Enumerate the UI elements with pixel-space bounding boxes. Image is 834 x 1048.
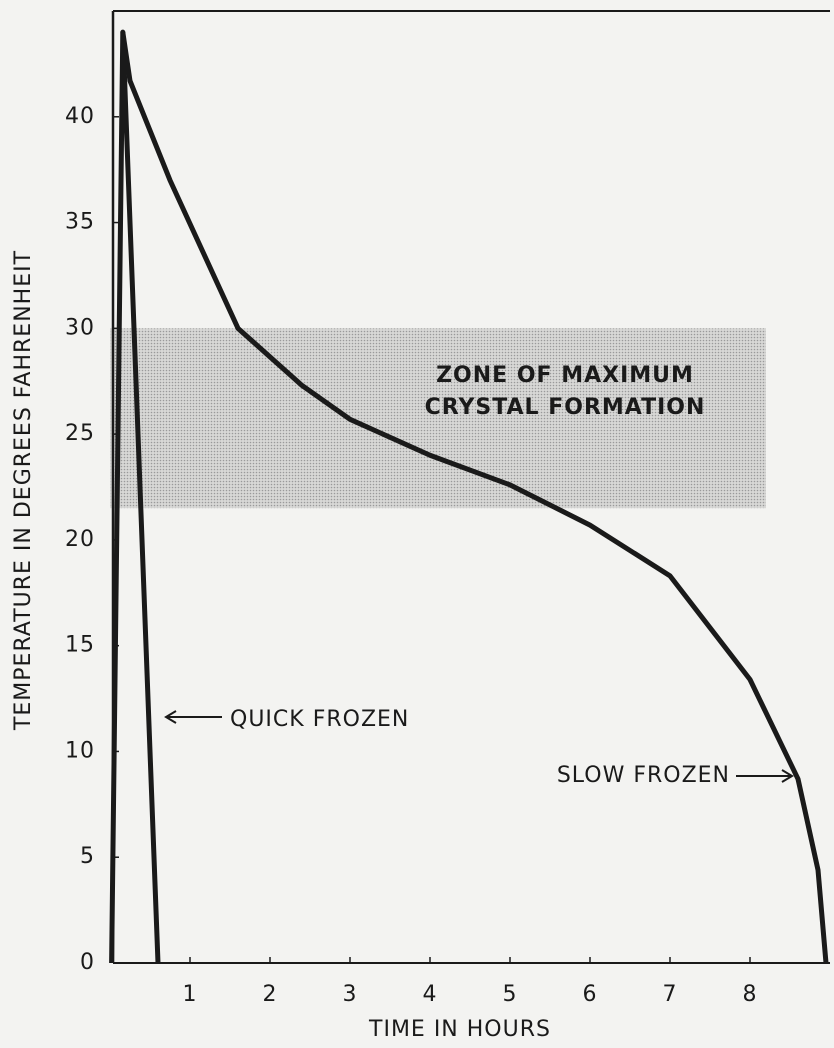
y-tick-label: 0 [80, 950, 95, 975]
zone-label: CRYSTAL FORMATION [425, 395, 706, 420]
x-tick-label: 6 [583, 982, 598, 1007]
y-tick-label: 35 [65, 210, 95, 235]
x-tick-label: 2 [263, 982, 278, 1007]
x-tick-label: 8 [743, 982, 758, 1007]
y-tick-label: 20 [65, 527, 95, 552]
x-tick-label: 5 [503, 982, 518, 1007]
y-tick-label: 40 [65, 104, 95, 129]
series-line [120, 31, 829, 964]
series-label: QUICK FROZEN [230, 707, 409, 732]
y-tick-label: 25 [65, 421, 95, 446]
y-tick-label: 30 [65, 315, 95, 340]
y-axis-label: TEMPERATURE IN DEGREES FAHRENHEIT [11, 250, 36, 731]
zone-label: ZONE OF MAXIMUM [436, 363, 694, 388]
arrow [736, 769, 794, 783]
x-tick-label: 4 [423, 982, 438, 1007]
arrow [164, 710, 222, 724]
x-axis-label: TIME IN HOURS [368, 1017, 551, 1042]
x-tick-label: 3 [343, 982, 358, 1007]
y-tick-label: 10 [65, 738, 95, 763]
x-tick-label: 7 [663, 982, 678, 1007]
x-tick-label: 1 [183, 982, 198, 1007]
zone [110, 328, 766, 509]
y-tick-label: 15 [65, 633, 95, 658]
y-tick-label: 5 [80, 844, 95, 869]
series-label: SLOW FROZEN [557, 763, 730, 788]
